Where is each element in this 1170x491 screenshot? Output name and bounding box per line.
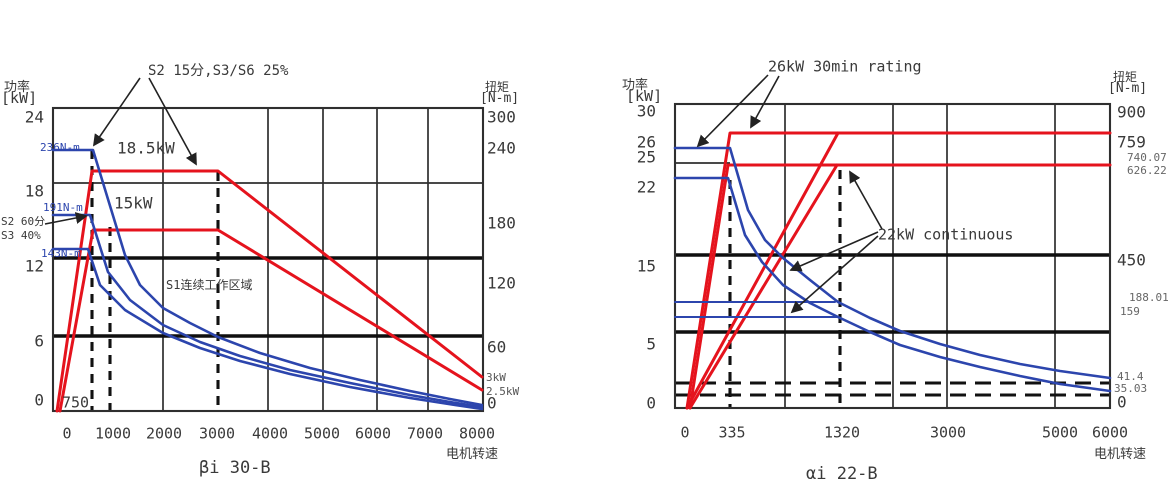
series-torque-626Nm-continuous [688, 163, 1112, 410]
y-left-tick-label: 0 [34, 391, 44, 410]
left-power-axis-unit: [kW] [1, 89, 38, 107]
right-power-axis-title: 功率 [622, 78, 649, 93]
y-right-tick-label: 0 [1117, 393, 1127, 412]
y-right-tick-label: 240 [487, 139, 516, 158]
left-torque-axis-unit: [N-m] [480, 91, 520, 106]
left-power-axis-title: 功率 [4, 80, 31, 95]
annotation-arrow [849, 170, 883, 230]
y-right-tick-label: 450 [1117, 251, 1146, 270]
right-x-axis-label: 电机转速 [1094, 447, 1147, 462]
y-left-tick-label: 22 [637, 178, 656, 197]
chart-label: 35.03 [1114, 382, 1147, 395]
x-tick-label: 0 [680, 423, 689, 441]
x-tick-label: 3000 [930, 423, 966, 441]
y-left-tick-label: 15 [637, 257, 656, 276]
right-torque-axis-title: 扭矩 [1113, 70, 1138, 84]
annotation-arrow [790, 235, 879, 314]
series-torque-curve-26kW-30min [673, 146, 1112, 380]
y-right-tick-label: 60 [487, 338, 506, 357]
y-left-tick-label: 5 [646, 335, 656, 354]
x-tick-label: 3000 [199, 424, 235, 442]
y-left-tick-label: 24 [25, 108, 44, 127]
series-torque-759Nm-30min-max [685, 131, 1112, 410]
chart-label: 2.5kW [486, 385, 519, 398]
x-tick-label: 1320 [824, 423, 860, 441]
x-tick-label: 2000 [146, 424, 182, 442]
chart-label: 18.5kW [117, 139, 175, 158]
x-tick-label: 0 [62, 424, 71, 442]
chart-label: 740.07 [1127, 151, 1167, 164]
right-torque-axis-unit: [N-m] [1108, 81, 1148, 96]
chart-label: S2 60分 [1, 215, 45, 228]
series-torque-curve-22kW-continuous [673, 176, 1112, 393]
series-torque-191Nm-rating [51, 213, 484, 409]
right-power-axis-unit: [kW] [626, 87, 663, 105]
left-torque-axis-title: 扭矩 [485, 80, 510, 94]
chart-label: 41.4 [1117, 370, 1144, 383]
y-right-tick-label: 120 [487, 274, 516, 293]
x-tick-label: 335 [718, 423, 745, 441]
y-left-tick-label: 0 [646, 394, 656, 413]
y-right-tick-label: 0 [487, 394, 497, 413]
y-right-tick-label: 180 [487, 214, 516, 233]
chart-label: S1连续工作区域 [166, 277, 252, 292]
annotation-arrow [92, 77, 141, 147]
x-tick-label: 5000 [1042, 423, 1078, 441]
chart-label: 159 [1120, 305, 1140, 318]
y-left-tick-label: 6 [34, 332, 44, 351]
chart-label: 626.22 [1127, 164, 1167, 177]
y-right-tick-label: 300 [487, 108, 516, 127]
annotation-arrow [148, 77, 197, 166]
x-tick-label: 7000 [407, 424, 443, 442]
plot-border [673, 102, 1112, 410]
chart-label: 22kW continuous [878, 225, 1013, 243]
annotation-arrow [44, 212, 88, 225]
annotation-arrow [789, 231, 879, 272]
chart-label: 143N-m [41, 247, 81, 260]
series-torque-143Nm-continuous [51, 247, 484, 411]
chart-label: S3 40% [1, 229, 41, 242]
x-tick-label: 5000 [304, 424, 340, 442]
y-right-tick-label: 759 [1117, 133, 1146, 152]
y-left-tick-label: 25 [637, 148, 656, 167]
series-power-S2-15min-S3-S6-25pct [55, 169, 484, 413]
y-left-tick-label: 12 [25, 257, 44, 276]
series-power-S2-60min-S3-40pct-15kW [58, 228, 484, 413]
x-tick-label: 6000 [1092, 423, 1128, 441]
chart-label: S2 15分,S3/S6 25% [148, 63, 289, 79]
series-torque-236Nm-rating [51, 148, 484, 407]
chart-label: 15kW [114, 194, 153, 213]
chart-title-alpha-22b: αi 22-B [806, 464, 878, 484]
chart-label: 188.01 [1129, 291, 1169, 304]
x-tick-label: 6000 [355, 424, 391, 442]
x-tick-label: 1000 [95, 424, 131, 442]
annotation-arrow [750, 75, 780, 129]
chart-label: 191N-m [43, 201, 83, 214]
chart-label: 236N-m [40, 141, 80, 154]
annotation-arrow [696, 74, 769, 148]
series-rise-to-626Nm-at-1320 [688, 163, 839, 410]
x-tick-label: 4000 [252, 424, 288, 442]
chart-title-beta-30b: βi 30-B [199, 458, 271, 478]
y-left-tick-label: 18 [25, 182, 44, 201]
series-rise-to-759Nm-at-1320 [685, 131, 840, 410]
chart-label: 3kW [486, 371, 506, 384]
x-tick-label: 8000 [459, 424, 495, 442]
plot-border [51, 106, 485, 413]
y-left-tick-label: 26 [637, 133, 656, 152]
y-right-tick-label: 900 [1117, 103, 1146, 122]
y-left-tick-label: 30 [637, 102, 656, 121]
chart-label: 26kW 30min rating [768, 57, 922, 75]
left-x-axis-label: 电机转速 [446, 447, 499, 462]
chart-label: 750 [62, 393, 89, 411]
